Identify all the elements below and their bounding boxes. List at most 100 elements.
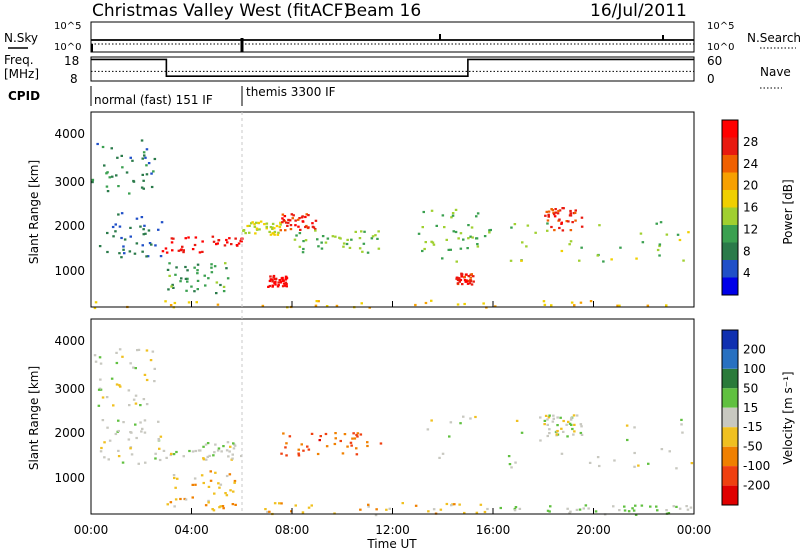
heatmap-cell	[334, 432, 337, 435]
heatmap-cell	[269, 275, 272, 278]
heatmap-cell	[170, 452, 173, 455]
heatmap-cell	[641, 241, 645, 244]
station-title: Christmas Valley West (fitACF)	[92, 1, 350, 21]
cpid-panel: CPID normal (fast) 151 IF themis 3300 IF	[8, 85, 336, 107]
heatmap-cell	[547, 416, 551, 419]
heatmap-cell	[548, 428, 551, 431]
heatmap-cell	[174, 273, 177, 276]
heatmap-cell	[182, 249, 185, 252]
heatmap-cell	[546, 434, 549, 438]
heatmap-cell	[518, 507, 522, 510]
heatmap-cell	[101, 396, 105, 399]
x-tick-label: 20:00	[576, 523, 611, 537]
heatmap-cell	[195, 301, 198, 304]
heatmap-cell	[184, 237, 187, 240]
heatmap-cell	[164, 300, 167, 303]
heatmap-cell	[667, 512, 671, 515]
heatmap-cell	[142, 228, 145, 231]
heatmap-cell	[214, 443, 217, 446]
heatmap-cell	[120, 256, 123, 259]
heatmap-cell	[367, 505, 370, 508]
heatmap-cell	[235, 244, 239, 247]
heatmap-cell	[180, 277, 183, 280]
heatmap-cell	[334, 437, 337, 440]
heatmap-cell	[259, 220, 263, 223]
heatmap-cell	[457, 237, 460, 240]
nave-label: Nave	[760, 65, 791, 79]
heatmap-cell	[265, 227, 268, 230]
heatmap-cell	[253, 225, 257, 228]
heatmap-cell	[299, 228, 302, 231]
heatmap-cell	[471, 236, 474, 239]
heatmap-cell	[275, 224, 279, 228]
heatmap-cell	[543, 303, 547, 306]
heatmap-cell	[355, 433, 358, 437]
heatmap-cell	[514, 461, 517, 464]
power-ytick: 4000	[54, 127, 85, 141]
heatmap-cell	[379, 442, 383, 445]
heatmap-cell	[224, 492, 227, 495]
heatmap-cell	[366, 441, 369, 444]
cpid-mode-2: themis 3300 IF	[246, 85, 336, 99]
heatmap-cell	[450, 216, 453, 219]
heatmap-cell	[254, 221, 258, 224]
heatmap-cell	[423, 247, 426, 251]
heatmap-cell	[145, 255, 148, 258]
heatmap-cell	[454, 208, 458, 211]
heatmap-cell	[558, 218, 561, 221]
heatmap-cell	[655, 222, 658, 225]
heatmap-cell	[311, 222, 314, 225]
heatmap-cell	[304, 225, 307, 229]
heatmap-cell	[580, 433, 584, 436]
heatmap-cell	[682, 259, 685, 262]
heatmap-cell	[214, 471, 217, 474]
velocity-colorbar-tick: -200	[743, 479, 770, 493]
heatmap-cell	[665, 509, 668, 512]
heatmap-cell	[618, 304, 621, 307]
heatmap-cell	[385, 508, 388, 511]
velocity-colorbar-tick: 200	[743, 342, 766, 356]
heatmap-cell	[182, 455, 185, 458]
heatmap-cell	[317, 245, 320, 248]
heatmap-cell	[115, 361, 119, 365]
heatmap-cell	[358, 247, 362, 250]
heatmap-cell	[559, 416, 562, 419]
power-colorbar-swatch	[722, 155, 738, 173]
velocity-ytick: 4000	[54, 334, 85, 348]
heatmap-cell	[233, 479, 237, 483]
heatmap-cell	[300, 443, 303, 446]
heatmap-cell	[128, 404, 131, 407]
heatmap-cell	[193, 266, 196, 269]
heatmap-cell	[194, 449, 197, 453]
heatmap-cell	[222, 285, 226, 288]
heatmap-cell	[143, 373, 147, 376]
heatmap-cell	[248, 231, 251, 234]
power-panel: 4000 3000 2000 1000 Slant Range [km] 282…	[27, 111, 795, 310]
heatmap-cell	[226, 441, 230, 444]
heatmap-cell	[579, 423, 583, 426]
power-colorbar-swatch	[722, 260, 738, 278]
heatmap-cell	[199, 449, 202, 452]
x-tick-label: 08:00	[275, 523, 310, 537]
heatmap-cell	[131, 159, 134, 162]
heatmap-cell	[553, 229, 556, 232]
heatmap-cell	[271, 222, 275, 225]
heatmap-cell	[115, 351, 118, 354]
heatmap-cell	[634, 513, 638, 516]
heatmap-cell	[121, 461, 125, 464]
heatmap-cell	[430, 419, 433, 422]
heatmap-cell	[374, 234, 377, 237]
heatmap-cell	[449, 421, 453, 424]
heatmap-cell	[326, 237, 330, 240]
heatmap-cell	[145, 164, 148, 167]
heatmap-cell	[289, 228, 293, 231]
heatmap-cell	[472, 280, 475, 283]
heatmap-cell	[280, 452, 283, 455]
power-colorbar-swatch	[722, 137, 738, 155]
heatmap-cell	[267, 285, 270, 288]
power-ylabel: Slant Range [km]	[27, 160, 41, 264]
heatmap-cell	[659, 221, 663, 224]
heatmap-cell	[562, 430, 565, 433]
heatmap-cell	[301, 251, 305, 254]
heatmap-cell	[675, 505, 678, 508]
